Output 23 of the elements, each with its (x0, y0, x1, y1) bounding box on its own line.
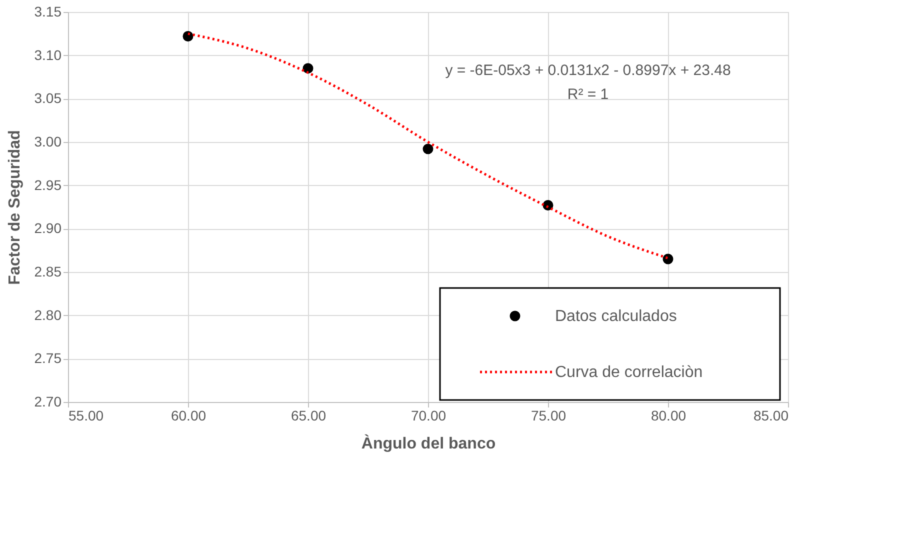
y-tick-label: 2.90 (34, 220, 62, 236)
y-tick-label: 2.95 (34, 176, 62, 193)
y-axis-title: Factor de Seguridad (6, 130, 24, 285)
x-tick-label: 65.00 (290, 408, 326, 424)
legend-label: Datos calculados (555, 308, 677, 325)
y-tick-label: 3.15 (34, 4, 62, 20)
y-tick-label: 2.85 (34, 264, 62, 280)
y-tick-label: 2.80 (34, 306, 62, 323)
x-tick-label: 55.00 (68, 408, 104, 424)
y-tick-label: 2.75 (34, 350, 62, 366)
annotation: y = -6E-05x3 + 0.0131x2 - 0.8997x + 23.48 (445, 62, 731, 79)
x-tick-label: 85.00 (753, 408, 789, 424)
x-tick-label: 80.00 (650, 408, 686, 424)
x-tick-label: 60.00 (170, 408, 206, 424)
legend-label: Curva de correlaciòn (555, 364, 703, 381)
x-axis-title: Àngulo del banco (361, 434, 496, 452)
annotation: R² = 1 (567, 86, 609, 103)
x-tick-label: 70.00 (410, 408, 446, 424)
y-tick-label: 3.05 (34, 90, 62, 106)
y-tick-label: 3.00 (34, 134, 62, 150)
y-tick-label: 2.70 (34, 394, 62, 410)
x-tick-label: 75.00 (530, 408, 566, 424)
y-tick-label: 3.10 (34, 46, 62, 63)
